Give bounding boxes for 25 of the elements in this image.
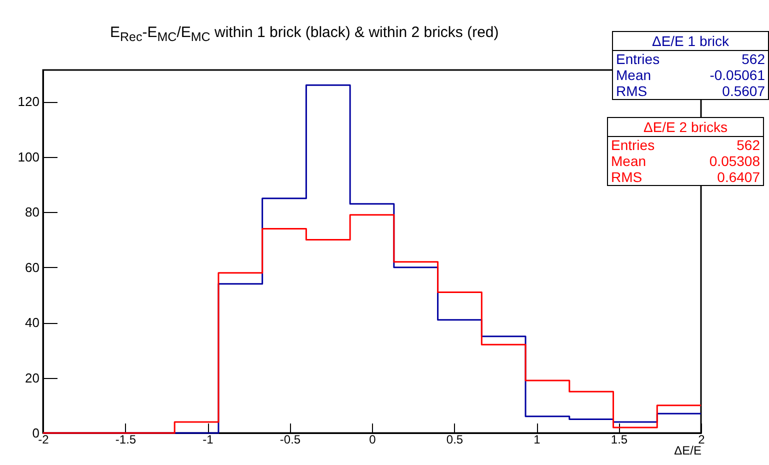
y-tick-label: 40 [25, 315, 40, 330]
x-axis-title: ΔE/E [674, 444, 702, 458]
y-tick-label: 120 [18, 94, 40, 110]
text: ΔE/E 1 brick [613, 32, 768, 51]
y-tick-label: 60 [25, 260, 40, 275]
x-tick-label: 0.5 [446, 432, 464, 446]
y-tick-label: 100 [18, 149, 40, 164]
x-tick-label: -0.5 [280, 432, 301, 446]
text: Mean -0.05061 [616, 67, 765, 83]
x-tick-label: 2 [698, 432, 706, 446]
text: ΔE/E 2 bricks [608, 118, 763, 137]
text: Entries 562 [616, 51, 765, 67]
x-tick-label: -1.5 [115, 432, 136, 446]
x-tick-label: 0 [369, 432, 376, 446]
x-tick-label: 1.5 [610, 432, 628, 446]
y-tick-label: 80 [25, 204, 40, 220]
text: RMS 0.6407 [611, 169, 760, 185]
text: RMS 0.5607 [616, 83, 765, 99]
text: Mean 0.05308 [611, 153, 760, 169]
text: Entries 562 [611, 137, 760, 153]
x-tick-label: -1 [202, 432, 214, 446]
x-tick-label: 1 [534, 432, 541, 446]
y-tick-label: 20 [25, 370, 40, 386]
chart-title: E$_{Rec}$-E$_{MC}$/E$_{MC}$ within 1 brick (black) & within 2 bricks (red) [110, 24, 499, 44]
x-tick-label: -2 [38, 432, 50, 446]
